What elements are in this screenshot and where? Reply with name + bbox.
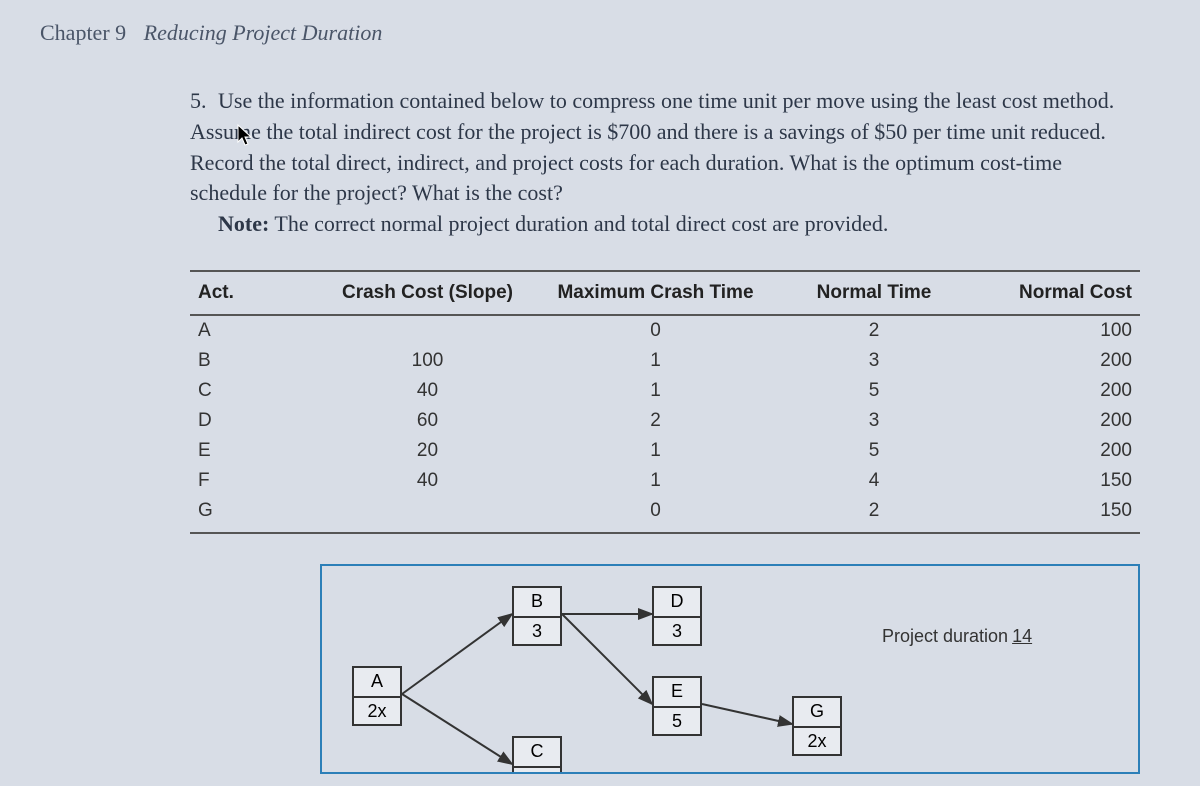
cell-nt: 2 (779, 315, 969, 346)
cell-nc: 200 (969, 436, 1140, 466)
node-duration: 5 (654, 706, 700, 734)
cell-nc: 200 (969, 376, 1140, 406)
problem-statement: 5.Use the information contained below to… (190, 86, 1140, 240)
activity-table: Act. Crash Cost (Slope) Maximum Crash Ti… (190, 270, 1140, 534)
cell-mct: 0 (532, 315, 779, 346)
table-body: A02100B10013200C4015200D6023200E2015200F… (190, 315, 1140, 533)
node-c: C5 (512, 736, 562, 774)
col-slope: Crash Cost (Slope) (323, 271, 532, 315)
table-row: G 02150 (190, 496, 1140, 533)
node-duration: 5 (514, 766, 560, 774)
table-row: C4015200 (190, 376, 1140, 406)
table-row: D6023200 (190, 406, 1140, 436)
cell-slope: 20 (323, 436, 532, 466)
cell-act: A (190, 315, 323, 346)
cell-nc: 150 (969, 496, 1140, 533)
cell-act: E (190, 436, 323, 466)
cell-slope: 100 (323, 346, 532, 376)
cell-mct: 2 (532, 406, 779, 436)
node-d: D3 (652, 586, 702, 646)
problem-body: Use the information contained below to c… (190, 88, 1114, 205)
cell-act: F (190, 466, 323, 496)
table-row: F4014150 (190, 466, 1140, 496)
node-label: E (654, 678, 700, 706)
project-duration-label: Project duration14 (882, 626, 1032, 647)
cell-slope: 60 (323, 406, 532, 436)
cell-nt: 3 (779, 346, 969, 376)
node-duration: 2x (794, 726, 840, 754)
col-nc: Normal Cost (969, 271, 1140, 315)
proj-dur-value: 14 (1012, 626, 1032, 646)
node-label: A (354, 668, 400, 696)
cost-table: Act. Crash Cost (Slope) Maximum Crash Ti… (190, 270, 1140, 534)
cell-nc: 150 (969, 466, 1140, 496)
cell-nc: 100 (969, 315, 1140, 346)
node-label: D (654, 588, 700, 616)
cell-act: D (190, 406, 323, 436)
cell-mct: 0 (532, 496, 779, 533)
page-header: Chapter 9 Reducing Project Duration (40, 20, 1160, 46)
chapter-number: Chapter 9 (40, 20, 126, 45)
table-row: E2015200 (190, 436, 1140, 466)
cell-nt: 3 (779, 406, 969, 436)
problem-number: 5. (190, 86, 218, 117)
note-text: The correct normal project duration and … (269, 211, 888, 236)
cell-nt: 4 (779, 466, 969, 496)
page: Chapter 9 Reducing Project Duration 5.Us… (0, 0, 1200, 786)
node-duration: 2x (354, 696, 400, 724)
node-label: G (794, 698, 840, 726)
node-g: G2x (792, 696, 842, 756)
col-nt: Normal Time (779, 271, 969, 315)
table-header-row: Act. Crash Cost (Slope) Maximum Crash Ti… (190, 271, 1140, 315)
node-label: C (514, 738, 560, 766)
cell-act: B (190, 346, 323, 376)
cell-nt: 2 (779, 496, 969, 533)
network-diagram: Project duration14 A2xB3C5D3E5G2x (320, 564, 1140, 774)
node-duration: 3 (514, 616, 560, 644)
cell-mct: 1 (532, 346, 779, 376)
cell-slope: 40 (323, 466, 532, 496)
cell-nc: 200 (969, 406, 1140, 436)
col-mct: Maximum Crash Time (532, 271, 779, 315)
cell-mct: 1 (532, 466, 779, 496)
table-row: B10013200 (190, 346, 1140, 376)
cell-nt: 5 (779, 436, 969, 466)
node-duration: 3 (654, 616, 700, 644)
node-label: B (514, 588, 560, 616)
col-act: Act. (190, 271, 323, 315)
content-area: 5.Use the information contained below to… (190, 86, 1140, 774)
node-e: E5 (652, 676, 702, 736)
cell-mct: 1 (532, 376, 779, 406)
proj-dur-text: Project duration (882, 626, 1008, 646)
cell-slope: 40 (323, 376, 532, 406)
note-label: Note: (218, 211, 269, 236)
cell-mct: 1 (532, 436, 779, 466)
cell-act: C (190, 376, 323, 406)
chapter-title: Reducing Project Duration (144, 20, 383, 45)
diagram-edges (322, 566, 1138, 772)
cell-nc: 200 (969, 346, 1140, 376)
cell-nt: 5 (779, 376, 969, 406)
cell-slope (323, 315, 532, 346)
node-a: A2x (352, 666, 402, 726)
cell-act: G (190, 496, 323, 533)
cell-slope (323, 496, 532, 533)
table-row: A 02100 (190, 315, 1140, 346)
node-b: B3 (512, 586, 562, 646)
